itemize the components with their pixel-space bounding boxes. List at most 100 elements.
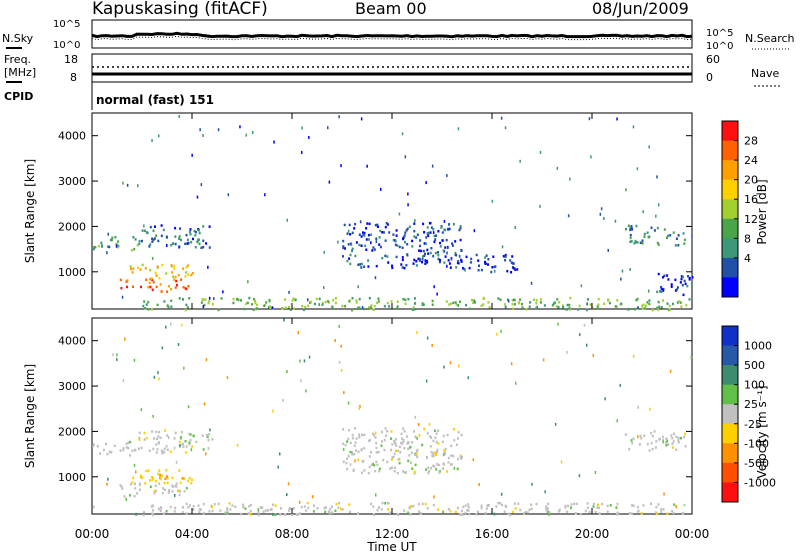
echo-cell bbox=[199, 508, 202, 511]
noise-tick-right-top: 10^5 bbox=[706, 28, 733, 39]
echo-cell bbox=[248, 504, 251, 508]
echo-cell bbox=[286, 370, 288, 373]
echo-cell bbox=[160, 290, 163, 293]
echo-cell bbox=[252, 131, 254, 134]
echo-cell bbox=[202, 134, 204, 137]
echo-cell bbox=[191, 445, 194, 448]
echo-cell bbox=[342, 460, 345, 464]
echo-cell bbox=[367, 471, 370, 475]
echo-cell bbox=[423, 231, 426, 234]
echo-cell bbox=[592, 502, 595, 506]
echo-cell bbox=[536, 305, 538, 309]
echo-cell bbox=[390, 300, 393, 303]
echo-cell bbox=[367, 233, 370, 237]
echo-cell bbox=[183, 366, 185, 370]
echo-cell bbox=[105, 442, 107, 446]
echo-cell bbox=[671, 442, 674, 446]
echo-cell bbox=[107, 245, 110, 248]
echo-cell bbox=[307, 304, 310, 308]
echo-cell bbox=[141, 229, 144, 232]
echo-cell bbox=[159, 509, 162, 513]
echo-cell bbox=[499, 298, 502, 301]
echo-cell bbox=[402, 236, 405, 239]
echo-cell bbox=[384, 239, 387, 242]
echo-cell bbox=[631, 227, 633, 231]
echo-cell bbox=[170, 299, 173, 302]
echo-cell bbox=[412, 306, 415, 309]
echo-cell bbox=[616, 419, 618, 423]
colorbar-segment bbox=[722, 443, 738, 464]
echo-cell bbox=[159, 436, 162, 440]
echo-cell bbox=[125, 446, 128, 449]
echo-cell bbox=[409, 461, 412, 464]
echo-cell bbox=[292, 297, 295, 300]
echo-cell bbox=[437, 508, 440, 511]
echo-cell bbox=[527, 511, 529, 514]
echo-cell bbox=[122, 379, 125, 383]
echo-cell bbox=[365, 227, 368, 230]
echo-cell bbox=[630, 439, 633, 442]
echo-cell bbox=[377, 297, 380, 300]
echo-cell bbox=[402, 470, 404, 473]
echo-cell bbox=[153, 437, 156, 440]
echo-cell bbox=[642, 303, 645, 307]
echo-cell bbox=[328, 180, 331, 184]
echo-cell bbox=[648, 299, 651, 302]
echo-cell bbox=[101, 245, 104, 248]
echo-cell bbox=[567, 214, 570, 218]
echo-cell bbox=[367, 265, 370, 268]
echo-cell bbox=[370, 463, 373, 466]
echo-cell bbox=[375, 431, 377, 435]
echo-cell bbox=[449, 361, 452, 365]
echo-cell bbox=[200, 183, 203, 187]
echo-cell bbox=[427, 471, 430, 475]
echo-cell bbox=[639, 241, 642, 244]
echo-cell bbox=[597, 503, 599, 507]
echo-cell bbox=[391, 266, 394, 270]
echo-cell bbox=[117, 246, 120, 249]
echo-cell bbox=[464, 511, 467, 515]
echo-cell bbox=[592, 353, 594, 357]
echo-cell bbox=[279, 507, 282, 510]
echo-cell bbox=[226, 509, 229, 512]
echo-cell bbox=[334, 339, 336, 342]
echo-cell bbox=[188, 297, 191, 300]
echo-cell bbox=[134, 482, 136, 486]
echo-cell bbox=[208, 246, 211, 249]
echo-cell bbox=[368, 238, 370, 241]
echo-cell bbox=[684, 282, 687, 286]
echo-cell bbox=[480, 304, 483, 307]
echo-cell bbox=[422, 249, 425, 253]
echo-cell bbox=[386, 223, 389, 226]
echo-cell bbox=[665, 444, 668, 447]
echo-cell bbox=[203, 402, 206, 406]
echo-cell bbox=[649, 407, 651, 411]
echo-cell bbox=[157, 507, 160, 511]
echo-cell bbox=[657, 300, 660, 304]
echo-cell bbox=[641, 242, 644, 245]
echo-cell bbox=[620, 302, 623, 305]
colorbar-segment bbox=[722, 365, 738, 386]
echo-cell bbox=[402, 427, 405, 430]
echo-cell bbox=[497, 501, 500, 505]
echo-cell bbox=[358, 233, 361, 236]
echo-cell bbox=[194, 246, 197, 249]
echo-cell bbox=[616, 512, 618, 515]
echo-cell bbox=[357, 285, 359, 289]
echo-cell bbox=[431, 299, 434, 303]
echo-cell bbox=[198, 508, 201, 511]
colorbar-tick-label: 8 bbox=[744, 232, 751, 245]
echo-cell bbox=[365, 238, 368, 241]
y-tick-label: 3000 bbox=[58, 380, 86, 393]
echo-cell bbox=[154, 271, 157, 275]
echo-cell bbox=[174, 286, 177, 289]
echo-cell bbox=[152, 476, 155, 480]
echo-cell bbox=[480, 268, 483, 272]
echo-cell bbox=[473, 229, 476, 233]
echo-cell bbox=[202, 448, 205, 451]
echo-cell bbox=[177, 273, 180, 277]
echo-cell bbox=[587, 298, 589, 301]
echo-cell bbox=[347, 401, 350, 405]
echo-cell bbox=[592, 505, 595, 508]
echo-cell bbox=[427, 466, 430, 469]
